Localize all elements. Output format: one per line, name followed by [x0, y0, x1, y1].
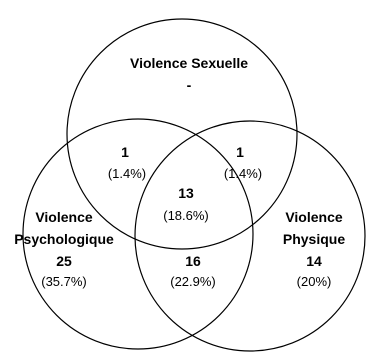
sexuelle-physique-value: 1	[236, 144, 244, 160]
circle-violence-sexuelle	[66, 18, 298, 250]
psychologique-label-line2: Psychologique	[14, 231, 114, 247]
physique-label-line2: Physique	[283, 231, 345, 247]
psychologique-physique-pct: (22.9%)	[170, 274, 216, 289]
psychologique-only-value: 25	[56, 253, 72, 269]
all-three-pct: (18.6%)	[163, 208, 209, 223]
sexuelle-psychologique-pct: (1.4%)	[108, 166, 146, 181]
circle-violence-physique	[134, 120, 366, 352]
psychologique-only-pct: (35.7%)	[41, 274, 87, 289]
all-three-value: 13	[178, 185, 194, 201]
sexuelle-label: Violence Sexuelle	[130, 55, 248, 71]
physique-only-pct: (20%)	[297, 274, 332, 289]
sexuelle-physique-pct: (1.4%)	[224, 166, 262, 181]
physique-label-line1: Violence	[285, 209, 343, 225]
sexuelle-only-value: -	[187, 77, 192, 93]
physique-only-value: 14	[306, 253, 322, 269]
psychologique-label-line1: Violence	[35, 209, 93, 225]
psychologique-physique-value: 16	[185, 253, 201, 269]
circle-violence-psychologique	[22, 118, 254, 350]
sexuelle-psychologique-value: 1	[121, 144, 129, 160]
